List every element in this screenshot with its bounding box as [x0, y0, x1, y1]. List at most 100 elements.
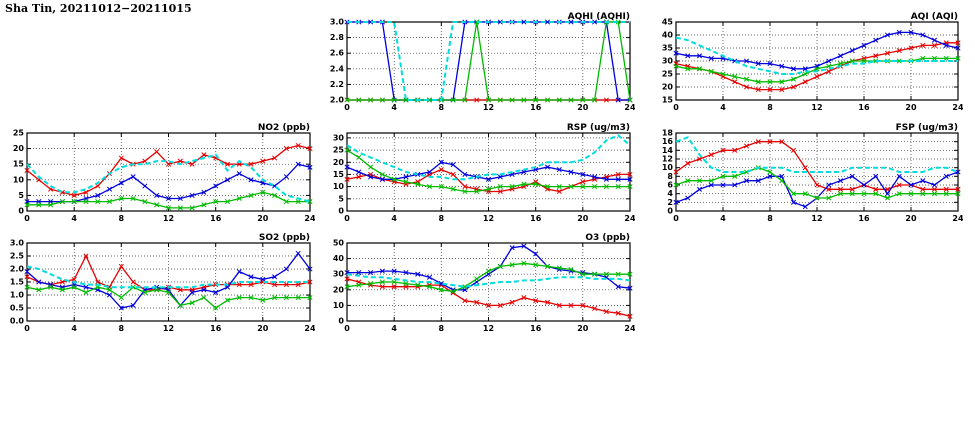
x-tick-label: 12	[811, 103, 822, 112]
y-tick-label: 0.5	[10, 304, 25, 313]
y-tick-label: 5	[18, 191, 24, 200]
x-tick-label: 0	[673, 103, 679, 112]
y-tick-label: 0	[338, 207, 344, 216]
y-tick-label: 12	[662, 155, 673, 164]
x-tick-label: 8	[767, 214, 773, 223]
plot-border	[346, 132, 631, 212]
chart-title: RSP (ug/m3)	[567, 123, 630, 133]
chart-no2: NO2 (ppb) 0 4 8 12 16 20 24 0 5 10 15 20 25	[0, 122, 316, 225]
series-cyan-line	[26, 153, 311, 203]
y-tick-label: 2	[667, 198, 673, 207]
x-tick-label: 24	[624, 103, 635, 112]
chart-title: SO2 (ppb)	[259, 233, 310, 243]
y-tick-label: 2.6	[330, 49, 345, 58]
y-tick-label: 1.0	[10, 291, 25, 300]
x-tick-label: 24	[304, 214, 315, 223]
y-tick-label: 2.2	[330, 80, 344, 89]
series-blue-markers	[673, 169, 961, 210]
x-tick-label: 24	[624, 214, 635, 223]
y-tick-label: 0.0	[10, 317, 25, 326]
series-blue-markers	[673, 29, 961, 72]
y-tick-label: 40	[333, 254, 345, 263]
chart-title: FSP (ug/m3)	[896, 123, 958, 133]
y-tick-label: 1.5	[10, 278, 25, 287]
y-tick-label: 25	[333, 146, 345, 155]
y-tick-label: 3.0	[10, 239, 25, 248]
x-tick-label: 16	[530, 103, 542, 112]
x-tick-label: 4	[391, 103, 397, 112]
y-tick-label: 30	[333, 270, 345, 279]
y-tick-label: 35	[662, 44, 674, 53]
x-tick-label: 8	[767, 103, 773, 112]
x-tick-label: 12	[163, 324, 174, 333]
x-tick-label: 4	[720, 103, 726, 112]
y-tick-label: 30	[662, 57, 674, 66]
chart-title: AQI (AQI)	[911, 12, 958, 22]
y-tick-label: 25	[662, 70, 674, 79]
y-tick-label: 2.0	[330, 96, 345, 105]
so2-plot-svg: SO2 (ppb) 0 4 8 12 16 20 24 0.0 0.5 1.0 1.5 2.0 2.5 3.…	[10, 233, 316, 333]
x-tick-label: 0	[24, 214, 30, 223]
y-tick-label: 2.5	[10, 252, 25, 261]
y-tick-label: 18	[662, 129, 674, 138]
y-tick-label: 4	[667, 189, 673, 198]
x-tick-label: 20	[577, 324, 589, 333]
y-tick-label: 10	[333, 182, 345, 191]
y-tick-label: 14	[662, 146, 674, 155]
x-tick-label: 8	[439, 103, 445, 112]
y-tick-label: 25	[13, 129, 25, 138]
y-tick-label: 20	[333, 158, 345, 167]
chart-title: NO2 (ppb)	[258, 123, 310, 133]
x-tick-label: 8	[439, 214, 445, 223]
chart-rsp: RSP (ug/m3) 0 4 8 12 16 20 24 0 5 10 15 20 25 30	[320, 122, 636, 225]
x-tick-label: 8	[119, 324, 125, 333]
x-tick-label: 12	[483, 324, 494, 333]
y-tick-label: 10	[662, 163, 674, 172]
x-tick-label: 4	[720, 214, 726, 223]
y-tick-label: 0	[338, 317, 344, 326]
x-tick-label: 20	[905, 103, 917, 112]
o3-plot-svg: O3 (ppb) 0 4 8 12 16 20 24 0 10 20 30 40 50	[333, 233, 636, 333]
y-tick-label: 10	[13, 175, 25, 184]
x-tick-label: 12	[811, 214, 822, 223]
aqhi-plot-svg: AQHI (AQHI) 0 4 8 12 16 20 24 2.0 2.2 2.4 2.6 2.8 3.0	[330, 12, 636, 112]
x-tick-label: 4	[391, 214, 397, 223]
y-tick-label: 2.4	[330, 64, 345, 73]
y-tick-label: 50	[333, 239, 345, 248]
chart-title: AQHI (AQHI)	[568, 12, 630, 22]
series-green-markers	[673, 55, 961, 85]
chart-aqi: AQI (AQI) 0 4 8 12 16 20 24 15 20 25 30 35 40 45	[649, 11, 964, 114]
x-tick-label: 16	[858, 214, 870, 223]
x-tick-label: 20	[577, 214, 589, 223]
plot-border	[346, 242, 631, 322]
y-tick-label: 6	[667, 181, 673, 190]
x-tick-label: 12	[483, 103, 494, 112]
series-red-markers	[24, 142, 313, 198]
series-blue-line	[675, 171, 959, 208]
plot-border	[26, 132, 311, 212]
chart-o3: O3 (ppb) 0 4 8 12 16 20 24 0 10 20 30 40 50	[320, 232, 636, 335]
rsp-plot-svg: RSP (ug/m3) 0 4 8 12 16 20 24 0 5 10 15 20 25 30	[333, 123, 636, 223]
x-tick-label: 24	[952, 103, 963, 112]
x-tick-label: 20	[257, 324, 269, 333]
chart-aqhi: AQHI (AQHI) 0 4 8 12 16 20 24 2.0 2.2 2.4 2.6 2.8 3.0	[320, 11, 636, 114]
y-tick-label: 2.8	[330, 33, 345, 42]
y-tick-label: 0	[667, 207, 673, 216]
x-tick-label: 16	[210, 324, 222, 333]
y-tick-label: 20	[13, 144, 25, 153]
x-tick-label: 8	[439, 324, 445, 333]
y-tick-label: 40	[662, 31, 674, 40]
x-tick-label: 24	[624, 324, 635, 333]
series-cyan-line	[26, 265, 310, 289]
series-green-markers	[673, 165, 961, 201]
chart-title: O3 (ppb)	[585, 233, 630, 243]
y-tick-label: 5	[338, 194, 344, 203]
y-tick-label: 2.0	[10, 265, 25, 274]
y-tick-label: 20	[333, 285, 345, 294]
aqi-plot-svg: AQI (AQI) 0 4 8 12 16 20 24 15 20 25 30 35 40 45	[662, 12, 964, 112]
y-tick-label: 30	[333, 133, 345, 142]
x-tick-label: 0	[673, 214, 679, 223]
series-blue-markers	[24, 161, 313, 205]
series-green-markers	[24, 284, 313, 311]
